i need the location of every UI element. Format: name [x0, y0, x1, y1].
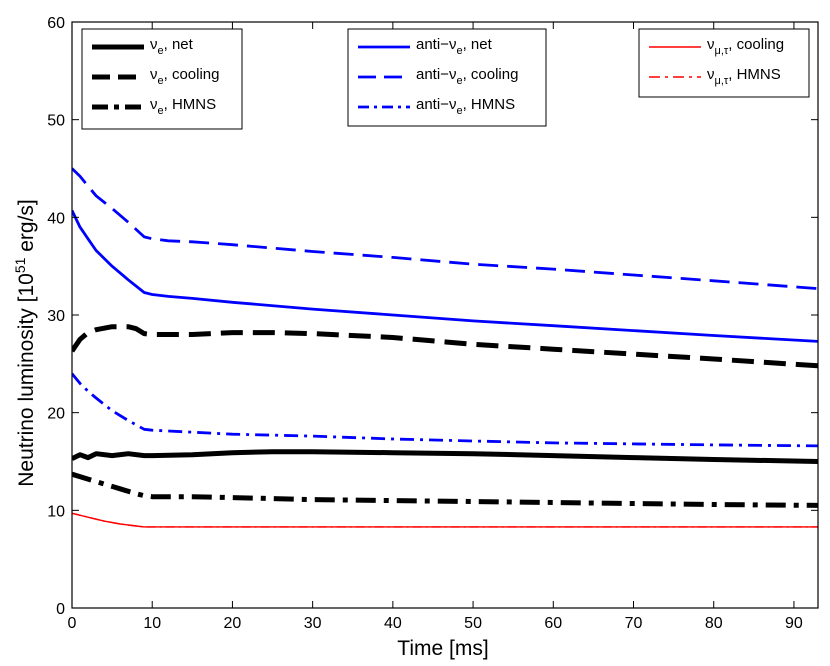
legend-label-1-0: anti−νe, net	[416, 36, 493, 57]
x-tick-label-9: 90	[785, 615, 803, 632]
legend-label-rest: , net	[463, 36, 493, 53]
series-line-1	[72, 324, 818, 369]
legend-label-rest: , HMNS	[728, 66, 781, 83]
legend-label-subscript: μ,τ	[715, 45, 729, 57]
legend-label-2-1: νμ,τ, HMNS	[707, 66, 781, 87]
y-tick-label-0: 0	[56, 601, 65, 618]
y-axis-label-prefix: Neutrino luminosity [10	[15, 273, 38, 487]
legend-frame-2	[638, 28, 810, 98]
y-tick-label-1: 10	[47, 503, 65, 520]
legend-label-main: ν	[150, 36, 158, 53]
x-tick-label-5: 50	[464, 615, 482, 632]
y-tick-label-5: 50	[47, 113, 65, 130]
legend-label-main: ν	[707, 66, 715, 83]
legend-label-main: anti−ν	[416, 66, 456, 83]
series-line-2	[72, 471, 818, 508]
x-tick-label-1: 10	[143, 615, 161, 632]
y-tick-label-3: 30	[47, 308, 65, 325]
legend-label-2-0: νμ,τ, cooling	[707, 36, 784, 57]
legend-label-subscript: e	[158, 75, 164, 87]
legend-label-rest: , cooling	[164, 66, 220, 83]
y-axis-label-suffix: erg/s]	[15, 199, 38, 257]
x-axis-label: Time [ms]	[397, 637, 488, 660]
legend-label-subscript: μ,τ	[715, 75, 729, 87]
legend-label-subscript: e	[456, 45, 462, 57]
y-tick-label-4: 40	[47, 210, 65, 227]
series-line-7	[72, 512, 818, 528]
legend-label-main: ν	[150, 96, 158, 113]
legend-label-main: ν	[150, 66, 158, 83]
y-axis-label-exponent: 51	[12, 257, 28, 273]
tick-layer: 0 10 20 30 40 50 60 70 80 90 0 10 20 30 40 50 60	[47, 15, 818, 632]
legend-label-rest: , cooling	[463, 66, 519, 83]
legend-label-0-2: νe, HMNS	[150, 96, 216, 117]
series-line-5	[72, 372, 818, 448]
legend-label-subscript: e	[456, 105, 462, 117]
y-tick-label-6: 60	[47, 15, 65, 32]
x-tick-label-7: 70	[625, 615, 643, 632]
legend-label-0-0: νe, net	[150, 36, 194, 57]
legend-frame-1	[347, 28, 547, 127]
series-line-0	[72, 449, 818, 464]
y-axis-label: Neutrino luminosity [1051 erg/s]	[12, 199, 38, 487]
x-tick-label-4: 40	[384, 615, 402, 632]
legend-label-rest: , cooling	[728, 36, 784, 53]
legend-label-rest: , HMNS	[463, 96, 516, 113]
legend-label-rest: , HMNS	[164, 96, 217, 113]
legend-label-0-1: νe, cooling	[150, 66, 220, 87]
legend-label-1-2: anti−νe, HMNS	[416, 96, 515, 117]
legend-label-subscript: e	[456, 75, 462, 87]
x-tick-label-3: 30	[304, 615, 322, 632]
legend-label-1-1: anti−νe, cooling	[416, 66, 518, 87]
y-tick-label-2: 20	[47, 406, 65, 423]
legend-label-rest: , net	[164, 36, 194, 53]
legend-label-subscript: e	[158, 105, 164, 117]
series-line-4	[72, 167, 818, 290]
x-tick-label-0: 0	[68, 615, 77, 632]
x-tick-label-2: 20	[224, 615, 242, 632]
series-layer	[72, 167, 818, 528]
legend-label-main: ν	[707, 36, 715, 53]
legend-label-main: anti−ν	[416, 96, 456, 113]
x-tick-label-8: 80	[705, 615, 723, 632]
legend-label-subscript: e	[158, 45, 164, 57]
legend-label-main: anti−ν	[416, 36, 456, 53]
x-tick-label-6: 60	[544, 615, 562, 632]
series-line-3	[72, 209, 818, 343]
